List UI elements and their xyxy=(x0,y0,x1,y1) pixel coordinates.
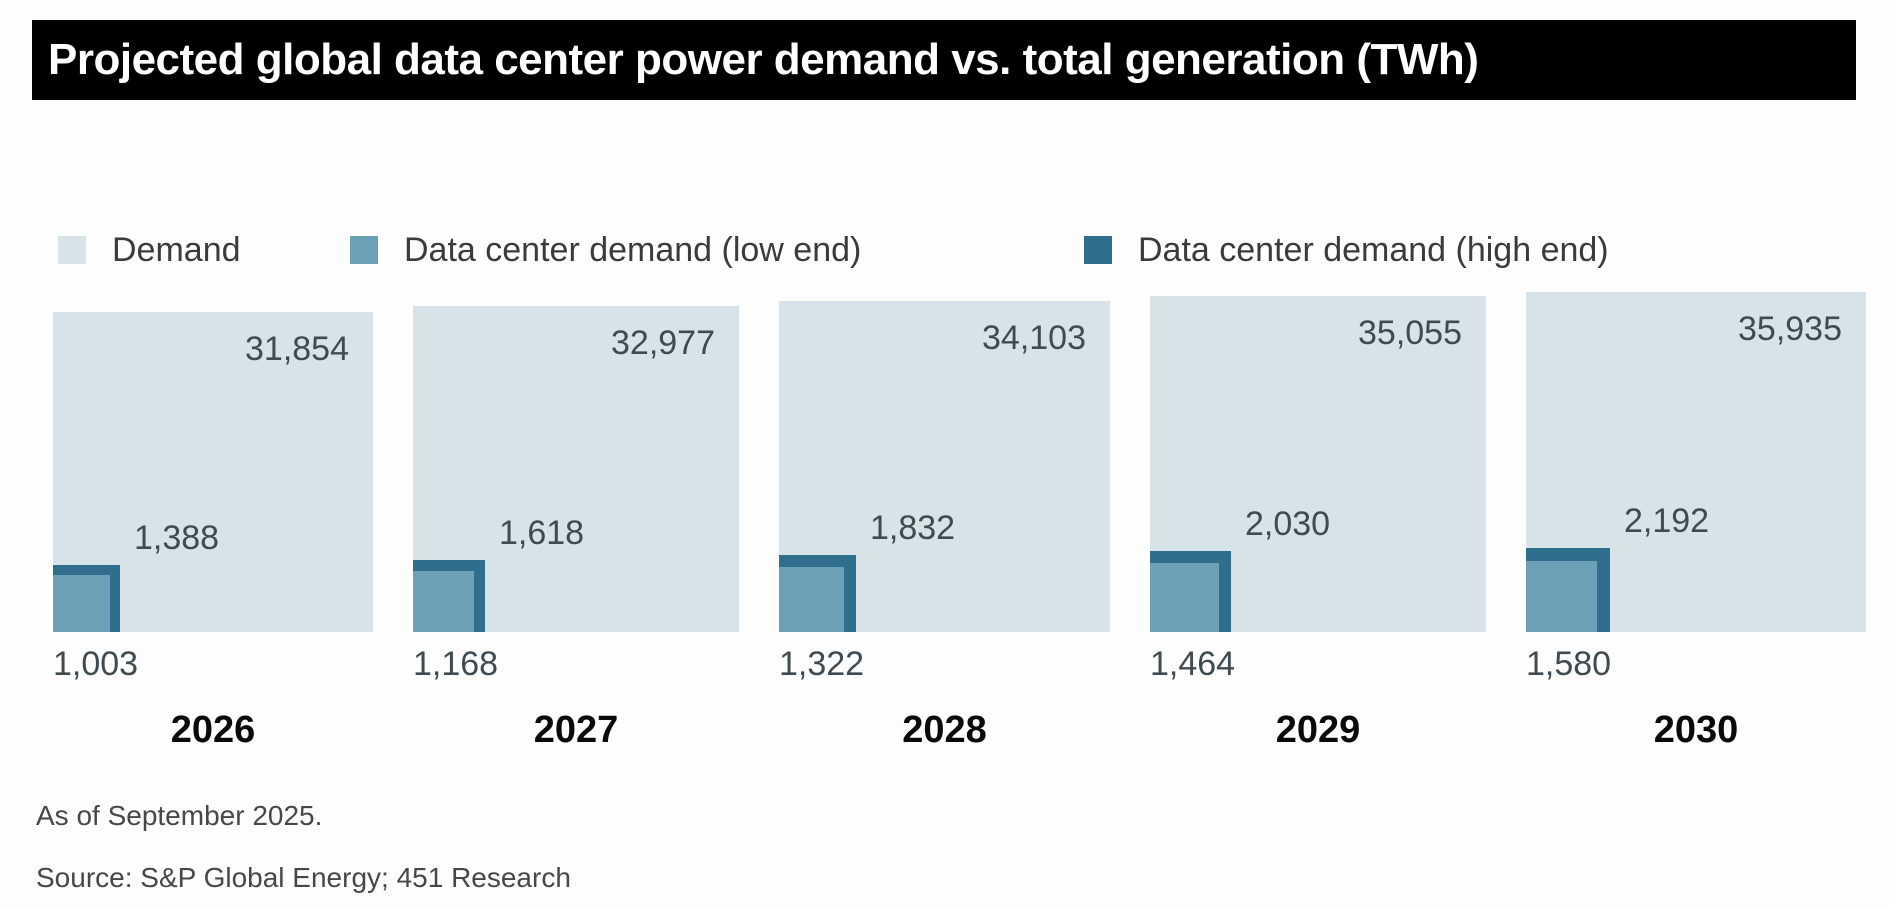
datacenter-low-value-label: 1,003 xyxy=(53,645,139,683)
demand-value-label: 34,103 xyxy=(982,319,1086,357)
legend-item-low-end: Data center demand (low end) xyxy=(350,230,862,269)
year-label: 2029 xyxy=(1275,709,1361,752)
datacenter-low-value-label: 1,580 xyxy=(1526,645,1612,683)
legend-swatch-demand-icon xyxy=(58,236,86,264)
demand-value-label: 35,935 xyxy=(1738,310,1842,348)
datacenter-high-value-label: 1,618 xyxy=(499,514,585,552)
datacenter-low-square xyxy=(53,575,110,632)
footnote-as-of: As of September 2025. xyxy=(36,800,323,831)
demand-value-label: 31,854 xyxy=(245,330,349,368)
year-group-2029: 35,055 2,030 1,464 2029 xyxy=(1150,296,1486,752)
demand-square: 31,854 1,388 xyxy=(53,312,373,632)
datacenter-low-square xyxy=(1526,561,1597,632)
chart-title: Projected global data center power deman… xyxy=(48,35,1479,84)
legend-swatch-low-end-icon xyxy=(350,236,378,264)
demand-square: 32,977 1,618 xyxy=(413,306,739,632)
datacenter-low-value-label: 1,322 xyxy=(779,645,865,683)
year-group-2028: 34,103 1,832 1,322 2028 xyxy=(779,301,1110,752)
datacenter-low-square xyxy=(779,567,844,632)
legend-label-low-end: Data center demand (low end) xyxy=(404,230,862,269)
demand-value-label: 32,977 xyxy=(611,324,715,362)
datacenter-high-value-label: 1,832 xyxy=(870,509,956,547)
demand-square: 35,935 2,192 xyxy=(1526,292,1866,632)
year-label: 2030 xyxy=(1653,709,1739,752)
footnote-source: Source: S&P Global Energy; 451 Research xyxy=(36,862,571,893)
datacenter-low-value-label: 1,168 xyxy=(413,645,499,683)
legend-label-demand: Demand xyxy=(112,230,241,269)
year-label: 2027 xyxy=(533,709,619,752)
title-bar: Projected global data center power deman… xyxy=(32,20,1856,100)
legend-item-demand: Demand xyxy=(58,230,241,269)
datacenter-high-value-label: 1,388 xyxy=(134,519,220,557)
legend: Demand Data center demand (low end) Data… xyxy=(0,230,1894,269)
datacenter-low-square xyxy=(1150,563,1219,632)
demand-square: 34,103 1,832 xyxy=(779,301,1110,632)
legend-label-high-end: Data center demand (high end) xyxy=(1138,230,1609,269)
datacenter-low-square xyxy=(413,571,474,632)
datacenter-low-value-label: 1,464 xyxy=(1150,645,1236,683)
legend-item-high-end: Data center demand (high end) xyxy=(1084,230,1609,269)
demand-value-label: 35,055 xyxy=(1358,314,1462,352)
datacenter-high-value-label: 2,030 xyxy=(1245,505,1331,543)
year-group-2026: 31,854 1,388 1,003 2026 xyxy=(53,312,373,752)
legend-swatch-high-end-icon xyxy=(1084,236,1112,264)
year-label: 2028 xyxy=(902,709,987,752)
nested-squares-chart: 31,854 1,388 1,003 2026 32,977 1,618 1,168 2027… xyxy=(53,292,1866,752)
year-group-2030: 35,935 2,192 1,580 2030 xyxy=(1526,292,1866,752)
year-group-2027: 32,977 1,618 1,168 2027 xyxy=(413,306,739,752)
demand-square: 35,055 2,030 xyxy=(1150,296,1486,632)
datacenter-high-value-label: 2,192 xyxy=(1624,502,1710,540)
year-label: 2026 xyxy=(170,709,256,752)
